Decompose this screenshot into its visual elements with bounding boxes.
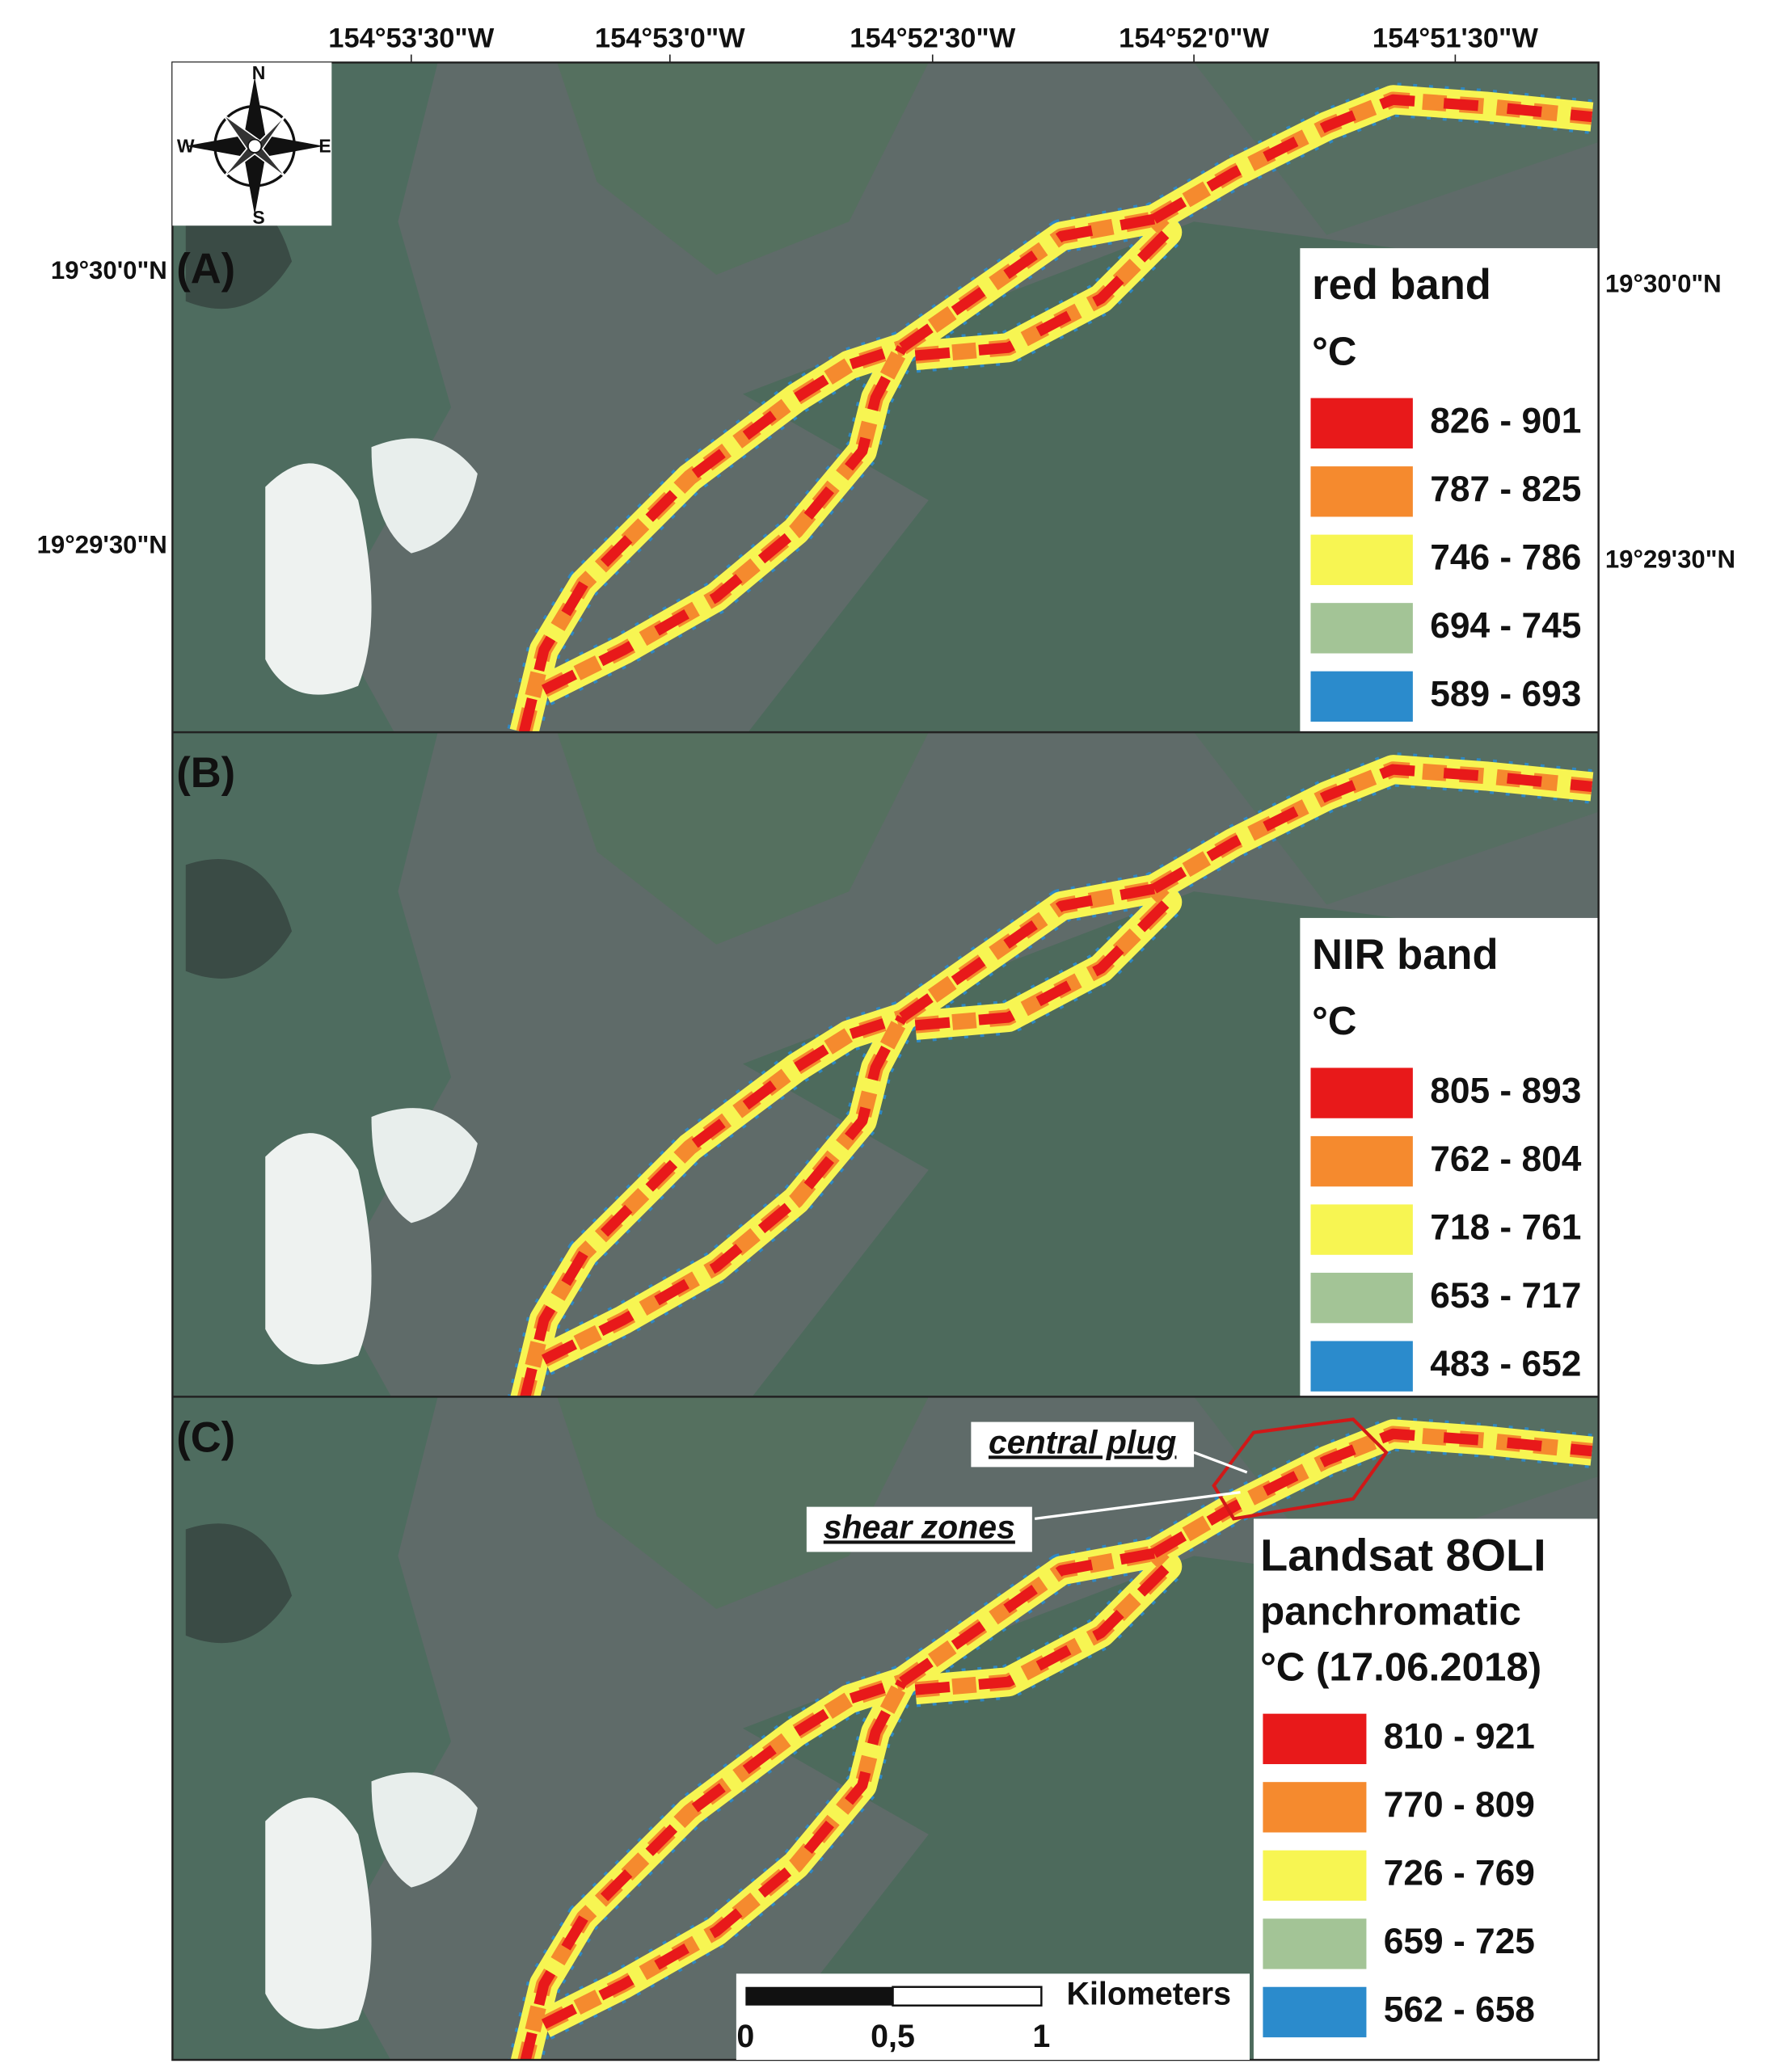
legend-unit: °C xyxy=(1312,329,1356,373)
legend-range: 770 - 809 xyxy=(1384,1785,1535,1825)
latitude-label: 19°30'0"N xyxy=(1605,269,1722,297)
legend-range: 810 - 921 xyxy=(1384,1717,1535,1757)
map-panel xyxy=(172,62,1599,733)
compass-e: E xyxy=(318,135,331,156)
panel-label: (B) xyxy=(176,749,235,797)
legend-swatch xyxy=(1310,603,1413,654)
legend-swatch xyxy=(1310,1204,1413,1255)
legend-swatch xyxy=(1310,1272,1413,1324)
scale-unit: Kilometers xyxy=(1067,1977,1232,2012)
panel-label: (A) xyxy=(176,246,235,293)
legend-unit: °C xyxy=(1312,999,1356,1043)
legend-range: 653 - 717 xyxy=(1430,1276,1581,1316)
legend-range: 762 - 804 xyxy=(1430,1139,1582,1179)
lava-warm xyxy=(517,761,1593,1397)
annotation: shear zones xyxy=(824,1508,1015,1545)
longitude-label: 154°51'30"W xyxy=(1373,23,1538,54)
compass-w: W xyxy=(177,135,195,156)
longitude-label: 154°52'0"W xyxy=(1119,23,1269,54)
compass: N S E W xyxy=(172,62,332,228)
legend-swatch xyxy=(1310,398,1413,449)
leader-line xyxy=(1193,1451,1248,1474)
scale-label: 0 xyxy=(736,2019,754,2054)
latitude-label: 19°29'30"N xyxy=(1605,545,1735,574)
longitude-label: 154°53'30"W xyxy=(328,23,494,54)
panels: (A) red band °C 826 - 901 787 - 825 746 - 786… xyxy=(172,62,1599,2061)
legend-range: 805 - 893 xyxy=(1430,1071,1581,1110)
legend-range: 659 - 725 xyxy=(1384,1922,1535,1961)
latitude-label: 19°30'0"N xyxy=(51,256,167,284)
legend-swatch xyxy=(1310,671,1413,722)
legend-title: NIR band xyxy=(1312,931,1498,979)
lava-flow xyxy=(507,82,1594,733)
compass-n: N xyxy=(252,62,266,83)
legend-range: 483 - 652 xyxy=(1430,1344,1581,1383)
legend-range: 694 - 745 xyxy=(1430,606,1581,646)
coordinate-labels: 154°53'30"W 154°53'0"W 154°52'30"W 154°52'0… xyxy=(37,23,1735,574)
central-plug-outline xyxy=(1212,1417,1389,1521)
legend-swatch xyxy=(1263,1782,1367,1833)
legend-range: 787 - 825 xyxy=(1430,470,1581,509)
legend-title: Landsat 8OLI xyxy=(1260,1529,1545,1580)
latitude-label: 19°29'30"N xyxy=(37,531,167,559)
annotation-box xyxy=(806,1506,1032,1552)
lava-hot xyxy=(520,1428,1593,2061)
scale-bar: Kilometers 0 0,5 1 xyxy=(736,1973,1250,2061)
legend-swatch xyxy=(1310,534,1413,585)
legend-range: 726 - 769 xyxy=(1384,1854,1535,1893)
scale-label: 1 xyxy=(1032,2019,1050,2054)
panel-label: (C) xyxy=(176,1413,235,1461)
legend-range: 826 - 901 xyxy=(1430,401,1581,440)
legend-swatch xyxy=(1263,1986,1367,2038)
legend-range: 562 - 658 xyxy=(1384,1990,1535,2030)
annotations: central plug shear zones xyxy=(806,1417,1389,1552)
legend-range: 746 - 786 xyxy=(1430,538,1581,578)
legend-swatch xyxy=(1310,466,1413,517)
annotation-box xyxy=(971,1421,1195,1468)
legend-range: 589 - 693 xyxy=(1430,675,1581,714)
map-panel xyxy=(172,1396,1599,2061)
legend-unit: °C (17.06.2018) xyxy=(1260,1645,1541,1689)
leader-line xyxy=(1034,1490,1241,1521)
legend-swatch xyxy=(1263,1918,1367,1969)
scale-label: 0,5 xyxy=(871,2019,915,2054)
legend-title: red band xyxy=(1312,261,1491,309)
annotation: central plug xyxy=(989,1423,1176,1460)
longitude-label: 154°52'30"W xyxy=(850,23,1015,54)
legend-range: 718 - 761 xyxy=(1430,1207,1581,1247)
legend-swatch xyxy=(1310,1341,1413,1392)
lava-warm xyxy=(516,91,1593,733)
legend-title: panchromatic xyxy=(1260,1590,1521,1634)
legend-swatch xyxy=(1310,1068,1413,1118)
legend-swatch xyxy=(1263,1713,1367,1765)
map-panel xyxy=(172,732,1599,1397)
lava-hot xyxy=(520,764,1593,1397)
lava-flow xyxy=(508,1417,1594,2061)
longitude-label: 154°53'0"W xyxy=(595,23,745,54)
legend-swatch xyxy=(1310,1135,1413,1187)
lava-warm xyxy=(517,1426,1593,2061)
compass-s: S xyxy=(252,207,264,228)
legend-swatch xyxy=(1263,1850,1367,1901)
lava-flow xyxy=(507,752,1594,1397)
lava-hot xyxy=(518,94,1593,733)
